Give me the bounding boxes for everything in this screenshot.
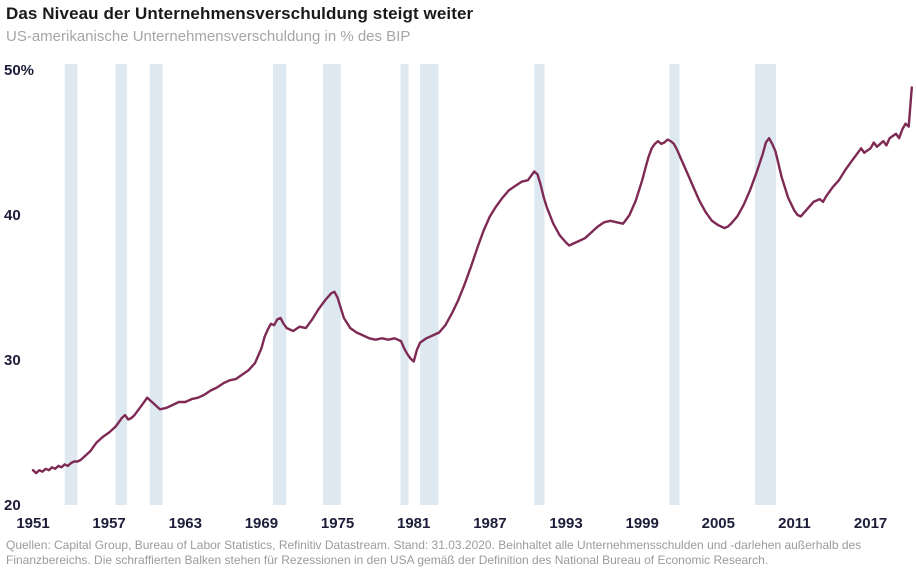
- x-axis-tick-label: 2017: [854, 515, 887, 532]
- x-axis-tick-label: 1969: [245, 515, 278, 532]
- chart-title: Das Niveau der Unternehmensverschuldung …: [6, 4, 474, 23]
- source-note: Quellen: Capital Group, Bureau of Labor …: [6, 538, 862, 567]
- x-axis-tick-label: 1957: [92, 515, 125, 532]
- recession-band: [534, 64, 545, 505]
- x-axis-tick-label: 1993: [549, 515, 582, 532]
- x-axis-tick-label: 1987: [473, 515, 506, 532]
- x-axis-tick-label: 2011: [778, 515, 811, 532]
- recession-band: [64, 64, 78, 505]
- recession-band: [400, 64, 409, 505]
- y-axis-tick-label: 40: [4, 207, 21, 224]
- recession-band: [115, 64, 127, 505]
- y-axis-tick-label: 50%: [4, 62, 34, 79]
- line-chart: 50% 40 30 20 1951 1957 1963 1969 1975 1981 1987 199…: [4, 62, 913, 532]
- x-axis-tick-label: 2005: [702, 515, 735, 532]
- recession-band: [272, 64, 287, 505]
- x-axis-tick-label: 1963: [169, 515, 202, 532]
- x-axis-tick-label: 1999: [626, 515, 659, 532]
- recession-band: [149, 64, 163, 505]
- recession-band: [669, 64, 680, 505]
- x-axis-tick-label: 1951: [16, 515, 49, 532]
- chart-subtitle: US-amerikanische Unternehmensverschuldun…: [6, 28, 411, 45]
- x-axis-tick-label: 1981: [397, 515, 430, 532]
- recession-band: [420, 64, 439, 505]
- y-axis-tick-label: 30: [4, 352, 21, 369]
- recession-band: [323, 64, 341, 505]
- recession-band: [755, 64, 776, 505]
- y-axis-tick-label: 20: [4, 497, 21, 514]
- x-axis-tick-label: 1975: [321, 515, 354, 532]
- debt-line: [31, 86, 913, 475]
